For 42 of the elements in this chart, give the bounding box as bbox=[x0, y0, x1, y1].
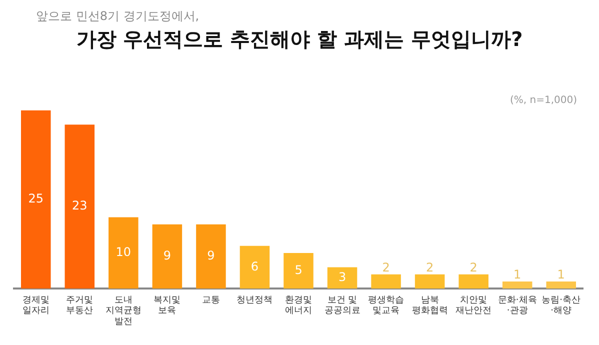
x-tick-label: 교통 bbox=[202, 295, 220, 306]
data-label: 2 bbox=[470, 260, 478, 274]
data-label: 9 bbox=[207, 248, 215, 263]
bar bbox=[502, 281, 532, 289]
chart-title: 가장 우선적으로 추진해야 할 과제는 무엇입니까? bbox=[75, 26, 524, 53]
x-tick-label: 복지및 보육 bbox=[154, 295, 181, 316]
data-label: 5 bbox=[294, 262, 302, 277]
bar bbox=[21, 110, 51, 289]
x-tick-label: 남북 평화협력 bbox=[412, 295, 448, 316]
x-tick-label: 농림·축산 ·해양 bbox=[542, 295, 581, 316]
data-label: 2 bbox=[382, 260, 390, 274]
x-tick-label: 보건 및 공공의료 bbox=[324, 295, 360, 316]
x-tick-label: 경제및 일자리 bbox=[22, 295, 50, 316]
data-label: 2 bbox=[426, 260, 434, 274]
data-label: 25 bbox=[28, 192, 44, 206]
x-tick-label: 문화·체육 ·관광 bbox=[498, 295, 537, 316]
x-tick-label: 치안및 재난안전 bbox=[456, 295, 492, 316]
data-label: 1 bbox=[557, 268, 565, 282]
text: (%, n=1,000) bbox=[510, 95, 577, 106]
x-tick-label: 청년정책 bbox=[236, 295, 273, 306]
data-label: 3 bbox=[338, 270, 346, 284]
data-label: 10 bbox=[116, 245, 132, 260]
bar bbox=[108, 217, 138, 289]
bar bbox=[152, 224, 182, 289]
x-tick-label: 평생학습 및교육 bbox=[368, 295, 404, 316]
bar bbox=[196, 224, 226, 289]
bar bbox=[546, 281, 576, 289]
data-label: 23 bbox=[72, 198, 88, 213]
bar bbox=[284, 252, 314, 289]
x-tick-label: 환경및 에너지 bbox=[285, 295, 312, 316]
chart-subtitle: 앞으로 민선8기 경기도정에서, bbox=[36, 8, 200, 25]
bar bbox=[240, 246, 270, 289]
bar bbox=[371, 274, 401, 289]
bar bbox=[458, 274, 488, 289]
bar bbox=[414, 274, 445, 289]
bar bbox=[64, 124, 95, 289]
data-label: 6 bbox=[250, 259, 259, 274]
bar bbox=[327, 267, 358, 289]
x-tick-label: 도내 지역균형 발전 bbox=[105, 295, 142, 327]
x-tick-label: 주거및 부동산 bbox=[66, 295, 94, 316]
data-label: 9 bbox=[163, 248, 172, 263]
data-label: 1 bbox=[514, 268, 522, 282]
